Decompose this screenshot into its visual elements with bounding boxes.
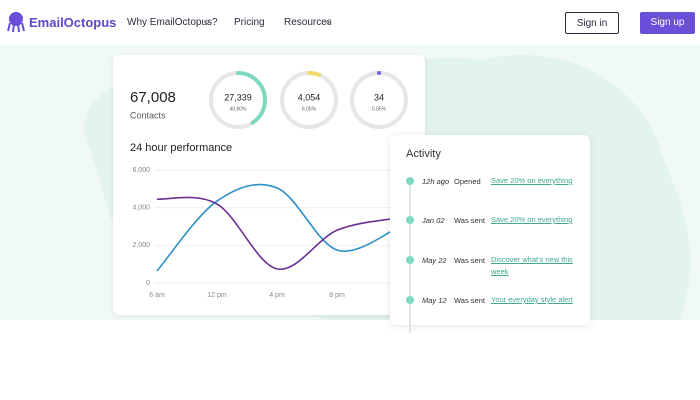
activity-link[interactable]: Discover what's new this week <box>491 255 573 276</box>
y-tick-label: 2,000 <box>132 242 150 249</box>
ring-progress <box>350 71 408 129</box>
activity-title: Activity <box>406 148 441 160</box>
nav-link[interactable]: Why EmailOctopus? <box>127 17 218 28</box>
activity-time: 12h ago <box>422 177 450 186</box>
ring-count: 4,054 <box>298 92 321 102</box>
activity-time: May 12 <box>422 296 447 305</box>
stats-card: 67,008 Contacts 24 hour performance 27,3… <box>113 55 425 315</box>
nav-link[interactable]: Resources <box>284 17 332 28</box>
ring-percent: 40.80% <box>230 106 248 112</box>
timeline-dot <box>406 296 414 304</box>
y-tick-label: 6,000 <box>132 167 150 174</box>
activity-action: Was sent <box>454 216 485 225</box>
chart-title: 24 hour performance <box>130 142 232 154</box>
series-line <box>156 183 398 272</box>
sign-in-button[interactable]: Sign in <box>565 12 619 34</box>
ring-progress <box>280 71 338 129</box>
ring-count: 34 <box>374 92 384 102</box>
activity-action: Was sent <box>454 256 485 265</box>
total-label: Contacts <box>130 110 166 120</box>
navbar: EmailOctopus Why EmailOctopus? Pricing R… <box>0 0 700 45</box>
timeline-dot <box>406 177 414 185</box>
series-line <box>156 196 398 270</box>
total-count: 67,008 <box>130 89 176 106</box>
logo-icon <box>7 12 25 33</box>
activity-link[interactable]: Your everyday style alert <box>491 295 573 304</box>
ring-count: 27,339 <box>224 92 252 102</box>
activity-time: Jan 02 <box>422 216 445 225</box>
ring-percent: 6.05% <box>302 106 317 112</box>
ring-percent: 0.05% <box>372 106 387 112</box>
x-tick-label: 8 pm <box>329 292 345 299</box>
activity-card: Activity 12h ago Opened Save 20% on everyt… <box>390 135 590 333</box>
x-tick-label: 6 am <box>149 292 165 299</box>
y-tick-label: 4,000 <box>132 205 150 212</box>
activity-time: May 22 <box>422 256 447 265</box>
activity-action: Was sent <box>454 296 485 305</box>
nav-link[interactable]: Pricing <box>234 17 265 28</box>
ring-progress <box>209 71 267 129</box>
activity-link[interactable]: Save 20% on everything <box>491 215 573 224</box>
timeline-dot <box>406 216 414 224</box>
stats-chart: 67,008 Contacts 24 hour performance 27,3… <box>130 71 425 299</box>
sign-up-button[interactable]: Sign up <box>640 12 695 34</box>
logo[interactable]: EmailOctopus <box>29 15 117 30</box>
chevron <box>324 20 332 25</box>
activity-link[interactable]: Save 20% on everything <box>491 176 573 185</box>
timeline-dot <box>406 256 414 264</box>
y-tick-label: 0 <box>146 280 150 287</box>
x-tick-label: 4 pm <box>269 292 285 299</box>
activity-action: Opened <box>454 177 481 186</box>
x-tick-label: 12 pm <box>207 292 227 299</box>
chevron <box>203 20 211 25</box>
